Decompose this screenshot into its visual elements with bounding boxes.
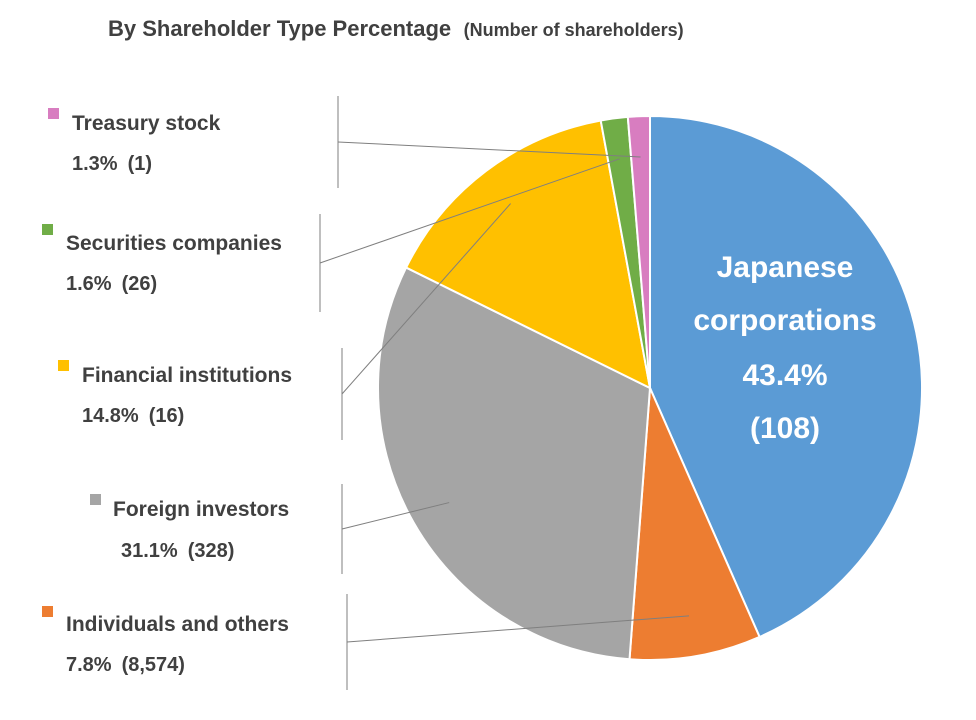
slice-label-treasury-stock: Treasury stock xyxy=(72,112,221,135)
pie-slice-foreign-investors xyxy=(377,266,652,661)
legend-marker-foreign-investors xyxy=(90,494,101,505)
pie-slice-japanese-corporations xyxy=(649,114,924,639)
slice-label-individuals-and-others: Individuals and others xyxy=(66,613,289,636)
slice-value-securities-companies: 1.6% (26) xyxy=(66,273,157,295)
legend-marker-individuals-and-others xyxy=(42,606,53,617)
slice-count-securities-companies: (26) xyxy=(122,273,158,295)
legend-marker-treasury-stock xyxy=(48,108,59,119)
chart-subtitle: (Number of shareholders) xyxy=(464,20,684,40)
pie-slice-individuals-and-others xyxy=(628,387,761,661)
chart-title-main: By Shareholder Type Percentage xyxy=(108,16,451,41)
leader-line-treasury-stock xyxy=(337,141,641,158)
slice-count-individuals-and-others: (8,574) xyxy=(122,654,185,676)
slice-labels: Japanese corporations 43.4% (108) Individual… xyxy=(42,96,877,690)
slice-value-individuals-and-others: 7.8% (8,574) xyxy=(66,654,185,676)
slice-percent-securities-companies: 1.6% xyxy=(66,273,112,295)
slice-percent-individuals-and-others: 7.8% xyxy=(66,654,112,676)
leader-line-individuals-and-others xyxy=(346,615,690,643)
slice-count-financial-institutions: (16) xyxy=(149,405,185,427)
leader-line-securities-companies xyxy=(319,158,620,264)
slice-percent-japanese-corporations: 43.4% xyxy=(742,359,827,392)
pie-slice-financial-institutions xyxy=(404,119,652,390)
chart-title: By Shareholder Type Percentage (Number o… xyxy=(108,16,684,41)
slice-value-financial-institutions: 14.8% (16) xyxy=(82,405,184,427)
slice-label-japanese-corporations-line-2: corporations xyxy=(693,304,876,337)
legend-marker-financial-institutions xyxy=(58,360,69,371)
pie-slice-treasury-stock xyxy=(626,114,651,389)
slice-count-treasury-stock: (1) xyxy=(128,153,152,175)
slice-label-foreign-investors: Foreign investors xyxy=(113,498,289,521)
slice-percent-foreign-investors: 31.1% xyxy=(121,540,178,562)
pie-slices xyxy=(377,114,924,661)
slice-label-financial-institutions: Financial institutions xyxy=(82,364,292,387)
leader-line-financial-institutions xyxy=(341,203,511,395)
slice-label-japanese-corporations-line-1: Japanese xyxy=(717,251,854,284)
legend-marker-securities-companies xyxy=(42,224,53,235)
slice-percent-treasury-stock: 1.3% xyxy=(72,153,118,175)
slice-label-securities-companies: Securities companies xyxy=(66,232,282,255)
leader-line-foreign-investors xyxy=(341,502,450,530)
slice-count-foreign-investors: (328) xyxy=(188,540,235,562)
slice-value-treasury-stock: 1.3% (1) xyxy=(72,153,152,175)
slice-value-foreign-investors: 31.1% (328) xyxy=(121,540,234,562)
slice-percent-financial-institutions: 14.8% xyxy=(82,405,139,427)
slice-count-japanese-corporations: (108) xyxy=(750,412,820,445)
